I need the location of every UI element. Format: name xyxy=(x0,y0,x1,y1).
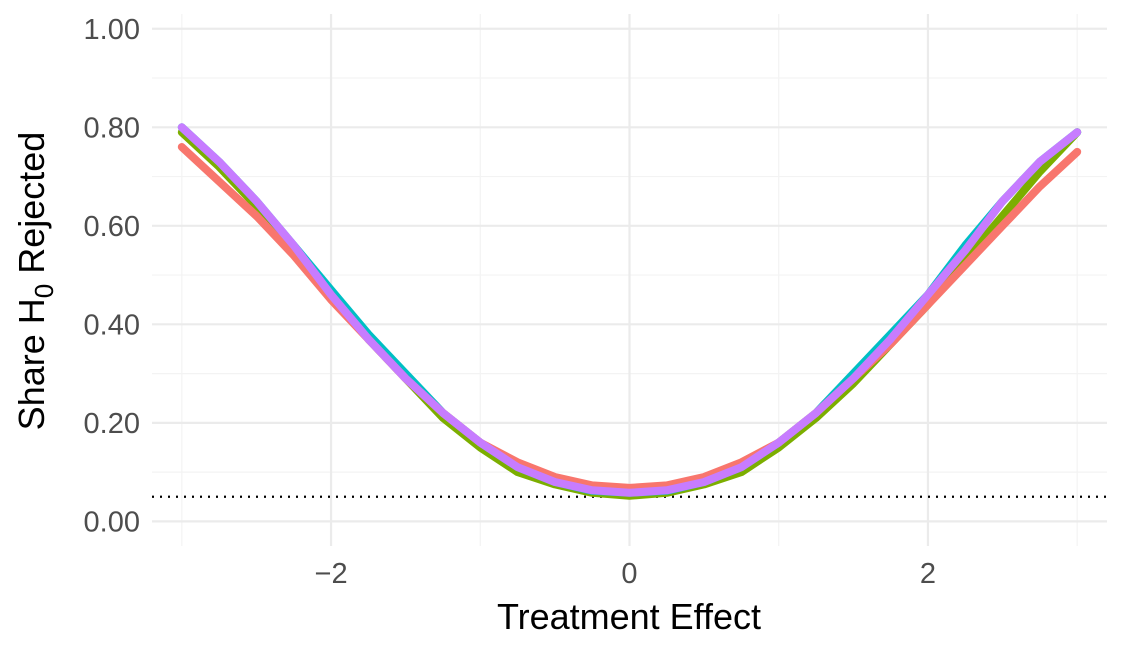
x-tick-label: 0 xyxy=(621,558,637,590)
y-axis-title-prefix: Share H xyxy=(11,298,52,430)
y-axis-title-suffix: Rejected xyxy=(11,132,52,284)
x-tick-label: −2 xyxy=(315,558,348,590)
x-tick-labels: −2 0 2 xyxy=(315,558,936,590)
x-axis-title: Treatment Effect xyxy=(497,596,761,637)
y-tick-labels: 0.00 0.20 0.40 0.60 0.80 1.00 xyxy=(84,14,140,539)
series-line-4 xyxy=(177,123,1082,497)
y-tick-label: 1.00 xyxy=(84,14,140,46)
y-axis-title: Share H0 Rejected xyxy=(11,132,59,431)
major-gridlines xyxy=(152,14,1107,546)
y-tick-label: 0.60 xyxy=(84,211,140,243)
y-tick-label: 0.80 xyxy=(84,112,140,144)
series-group xyxy=(177,123,1082,500)
y-tick-label: 0.00 xyxy=(84,506,140,538)
y-axis-title-subscript: 0 xyxy=(29,284,59,298)
y-tick-label: 0.20 xyxy=(84,408,140,440)
x-tick-label: 2 xyxy=(920,558,936,590)
y-tick-label: 0.40 xyxy=(84,309,140,341)
